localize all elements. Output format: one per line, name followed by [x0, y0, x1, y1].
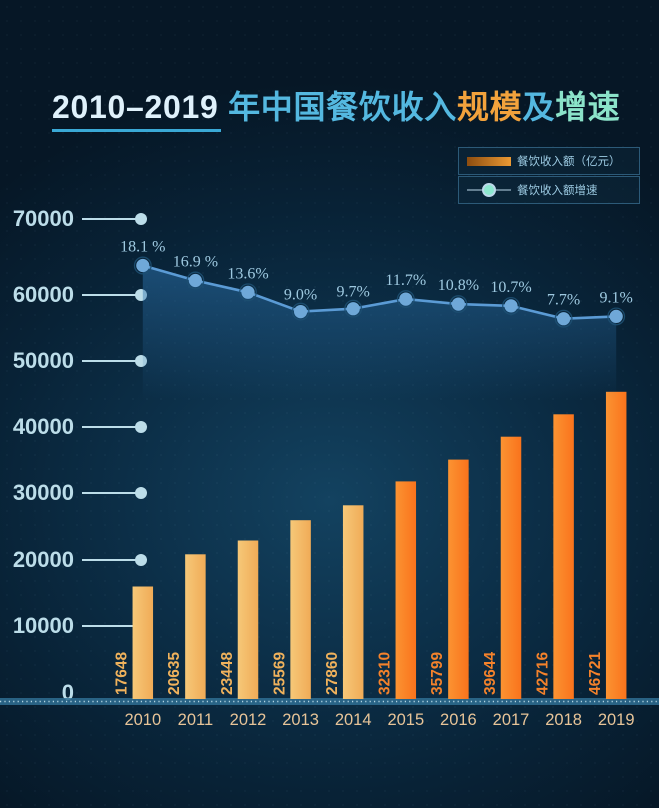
svg-text:2018: 2018	[545, 711, 582, 729]
svg-text:20635: 20635	[166, 652, 183, 695]
svg-text:40000: 40000	[13, 414, 74, 439]
svg-text:39644: 39644	[482, 652, 499, 695]
svg-text:9.7%: 9.7%	[337, 284, 370, 301]
svg-text:23448: 23448	[219, 652, 236, 695]
svg-text:11.7%: 11.7%	[385, 272, 426, 289]
svg-text:9.1%: 9.1%	[600, 289, 633, 306]
svg-text:35799: 35799	[429, 652, 446, 695]
svg-text:2010: 2010	[124, 711, 161, 729]
svg-text:2016: 2016	[440, 711, 477, 729]
svg-text:10.8%: 10.8%	[438, 277, 479, 294]
svg-text:42716: 42716	[534, 652, 551, 695]
svg-text:50000: 50000	[13, 348, 74, 373]
svg-text:7.7%: 7.7%	[547, 292, 580, 309]
svg-text:25569: 25569	[271, 652, 288, 695]
svg-text:46721: 46721	[587, 652, 604, 695]
svg-text:16.9 %: 16.9 %	[173, 254, 218, 271]
svg-text:20000: 20000	[13, 547, 74, 572]
svg-text:70000: 70000	[13, 206, 74, 231]
svg-text:10.7%: 10.7%	[490, 279, 531, 296]
svg-text:27860: 27860	[324, 652, 341, 695]
svg-text:9.0%: 9.0%	[284, 287, 317, 304]
svg-text:2019: 2019	[598, 711, 635, 729]
svg-text:2013: 2013	[282, 711, 319, 729]
svg-text:13.6%: 13.6%	[227, 265, 268, 282]
svg-text:32310: 32310	[377, 652, 394, 695]
svg-text:2014: 2014	[335, 711, 372, 729]
svg-text:17648: 17648	[114, 652, 131, 695]
svg-text:10000: 10000	[13, 613, 74, 638]
svg-text:2012: 2012	[230, 711, 267, 729]
svg-text:30000: 30000	[13, 480, 74, 505]
svg-text:18.1 %: 18.1 %	[120, 239, 165, 256]
svg-text:2011: 2011	[178, 711, 213, 729]
svg-text:2015: 2015	[387, 711, 424, 729]
svg-text:2017: 2017	[493, 711, 530, 729]
svg-text:60000: 60000	[13, 282, 74, 307]
